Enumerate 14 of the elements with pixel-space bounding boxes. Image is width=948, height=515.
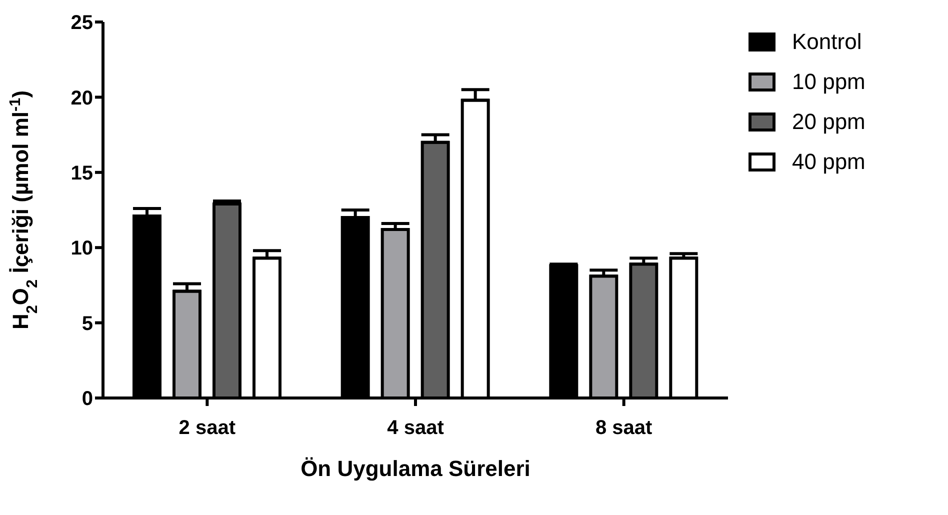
x-tick-label: 4 saat bbox=[387, 417, 444, 440]
y-tick-label: 0 bbox=[82, 388, 93, 410]
y-tick-label: 15 bbox=[70, 162, 93, 184]
x-tick-label: 8 saat bbox=[595, 417, 653, 440]
x-axis-title: Ön Uygulama Süreleri bbox=[300, 456, 530, 481]
y-tick-label: 10 bbox=[70, 238, 93, 260]
legend-label: 20 ppm bbox=[792, 109, 866, 135]
x-tick-label: 2 saat bbox=[178, 417, 236, 440]
y-tick-label: 25 bbox=[70, 12, 93, 34]
y-tick-label: 20 bbox=[70, 87, 93, 110]
legend-label: 40 ppm bbox=[792, 149, 866, 175]
y-tick-label: 5 bbox=[82, 312, 93, 335]
legend-label: 10 ppm bbox=[792, 69, 866, 95]
legend-label: Kontrol bbox=[792, 29, 862, 55]
